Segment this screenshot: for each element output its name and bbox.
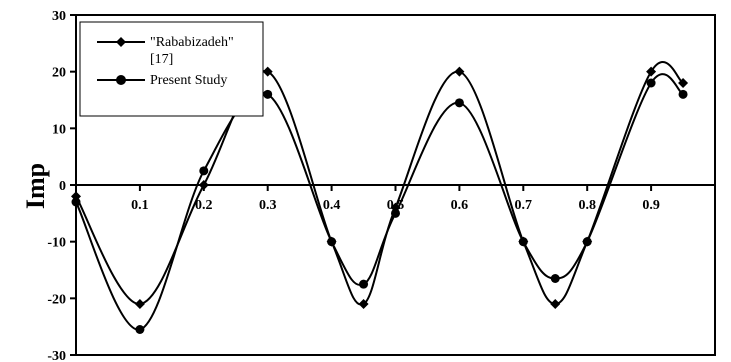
data-point-diamond (262, 66, 273, 77)
data-point-circle (327, 237, 337, 247)
data-point-circle (454, 98, 464, 108)
data-point-circle (71, 197, 81, 207)
legend-marker-circle (116, 75, 126, 85)
x-tick-label: 0.3 (259, 198, 277, 213)
x-tick-label: 0.6 (451, 198, 469, 213)
data-point-diamond (646, 66, 657, 77)
data-point-diamond (358, 299, 369, 309)
y-tick-label: -10 (47, 236, 66, 251)
legend-label-present-study: Present Study (150, 73, 227, 88)
x-tick-label: 0.4 (323, 198, 341, 213)
x-tick-label: 0.1 (131, 198, 149, 213)
data-point-circle (263, 89, 273, 99)
y-tick-label: 30 (52, 9, 66, 24)
data-point-diamond (134, 299, 145, 309)
x-tick-label: 0.7 (515, 198, 533, 213)
data-point-circle (199, 166, 209, 176)
x-tick-label: 0.2 (195, 198, 213, 213)
data-point-circle (550, 274, 560, 283)
y-tick-label: 0 (59, 179, 66, 194)
x-tick-label: 0.9 (642, 198, 660, 213)
data-point-circle (518, 237, 528, 247)
data-point-diamond (454, 66, 465, 77)
y-tick-label: -30 (47, 349, 66, 362)
y-tick-label: 20 (52, 66, 66, 81)
data-point-circle (135, 325, 145, 334)
y-tick-label: -20 (47, 292, 66, 307)
data-point-diamond (550, 299, 561, 309)
x-tick-labels: 0.10.20.30.40.50.60.70.80.9 (131, 198, 660, 213)
data-point-circle (359, 279, 369, 289)
legend: "Rababizadeh" [17] Present Study (79, 21, 264, 117)
x-tick-label: 0.8 (578, 198, 596, 213)
data-point-circle (582, 237, 592, 247)
data-point-diamond (678, 78, 689, 88)
y-axis-label: Imp (21, 163, 50, 209)
data-point-circle (646, 78, 656, 88)
data-point-circle (391, 208, 400, 218)
legend-label-rababizadeh-part1: "Rababizadeh" (150, 35, 234, 50)
y-tick-labels: 30 20 10 0 -10 -20 -30 (47, 9, 66, 362)
data-point-circle (678, 89, 688, 99)
legend-marker-diamond (116, 37, 126, 47)
legend-box (79, 21, 264, 117)
series-group (71, 61, 689, 334)
data-point-diamond (198, 180, 209, 190)
y-tick-label: 10 (52, 122, 66, 137)
legend-label-rababizadeh-part2: [17] (150, 52, 173, 67)
